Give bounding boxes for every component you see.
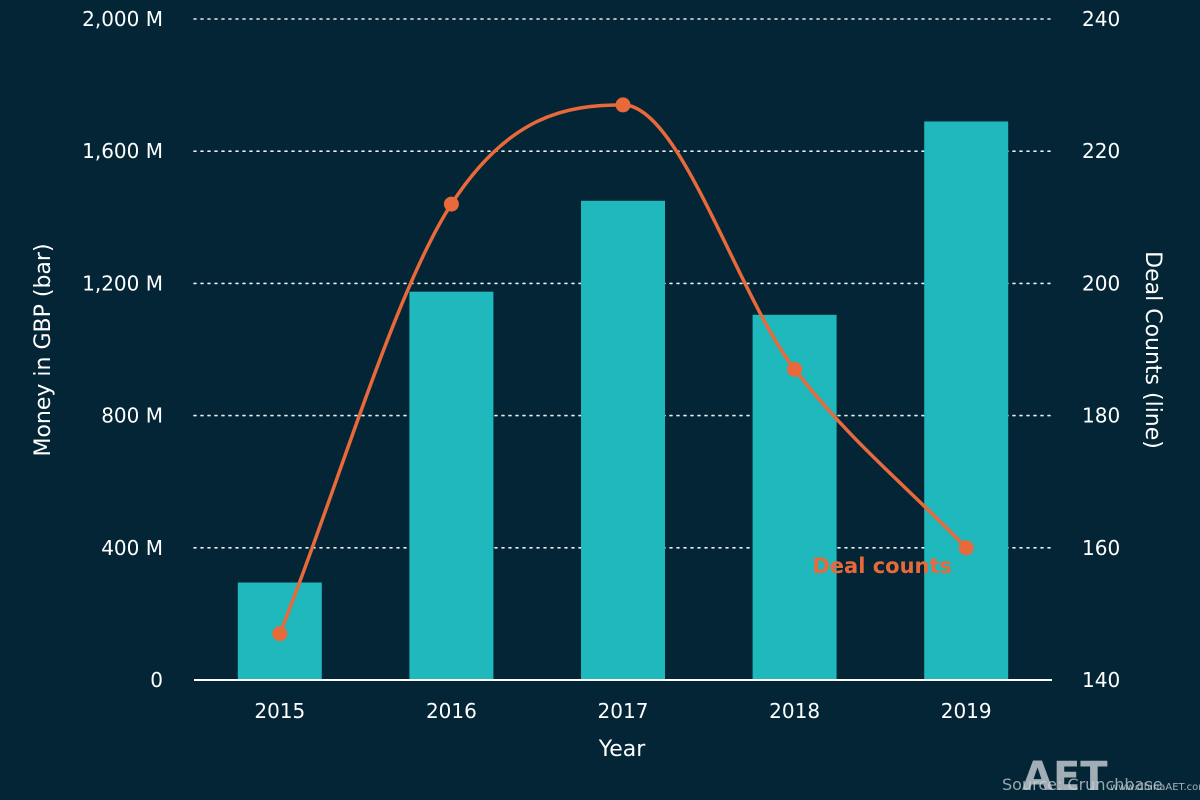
watermark-logo: AET <box>1022 754 1108 800</box>
y-axis-right-tick-label: 240 <box>1082 7 1120 31</box>
deal-counts-point <box>787 361 803 377</box>
y-axis-right-tick-label: 180 <box>1082 404 1120 428</box>
bar <box>581 200 665 680</box>
y-axis-left-tick-label: 800 M <box>101 404 163 428</box>
bar-layer <box>237 121 1009 680</box>
y-axis-right-tick-label: 160 <box>1082 536 1120 560</box>
y-axis-right-title: Deal Counts (line) <box>1140 251 1165 449</box>
y-axis-right-tick-label: 220 <box>1082 139 1120 163</box>
y-axis-right-tick-label: 200 <box>1082 271 1120 295</box>
y-axis-left-tick-label: 1,600 M <box>82 139 163 163</box>
y-axis-left-tick-label: 400 M <box>101 536 163 560</box>
y-axis-left-tick-label: 1,200 M <box>82 271 163 295</box>
deal-counts-point <box>615 97 631 113</box>
y-axis-right-tick-label: 140 <box>1082 668 1120 692</box>
x-axis-tick-label: 2016 <box>426 699 477 723</box>
y-axis-left-tick-label: 2,000 M <box>82 7 163 31</box>
x-axis-tick-label: 2018 <box>769 699 820 723</box>
series-annotation-label: Deal counts <box>812 554 952 578</box>
bar <box>409 291 494 680</box>
x-axis-tick-label: 2019 <box>941 699 992 723</box>
deal-counts-point <box>958 540 974 556</box>
y-axis-left-title: Money in GBP (bar) <box>31 243 56 456</box>
x-axis-tick-label: 2015 <box>254 699 305 723</box>
tick-layer: 0 400 M 800 M 1,200 M 1,600 M 2,000 M 140 160 18… <box>82 7 1120 723</box>
bar <box>924 121 1009 680</box>
x-axis-title: Year <box>598 737 647 762</box>
line-layer <box>272 97 974 642</box>
x-axis-tick-label: 2017 <box>598 699 649 723</box>
deal-counts-point <box>443 196 459 212</box>
deal-counts-point <box>272 626 288 642</box>
watermark-url: www.ChinaAET.com <box>1110 782 1200 793</box>
source-text: Source: Crunchbase <box>1002 775 1163 794</box>
y-axis-left-tick-label: 0 <box>150 668 163 692</box>
